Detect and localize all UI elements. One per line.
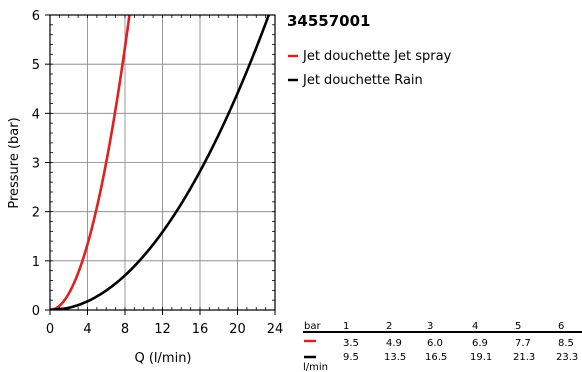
legend: Jet douchette Jet spray Jet douchette Ra… — [288, 49, 452, 88]
x-tick-label: 20 — [229, 322, 246, 337]
y-tick-label: 0 — [32, 304, 40, 319]
legend-item-jet-spray: Jet douchette Jet spray — [288, 49, 452, 64]
table-cell-jet-spray-4: 6.9 — [472, 338, 488, 349]
x-axis-label: Q (l/min) — [134, 351, 191, 366]
legend-item-rain: Jet douchette Rain — [288, 73, 423, 88]
y-tick-label: 2 — [32, 206, 40, 221]
table-cell-rain-4: 19.1 — [470, 352, 492, 363]
y-tick-label: 6 — [32, 9, 40, 24]
y-axis-label: Pressure (bar) — [7, 117, 22, 208]
table-cell-rain-1: 9.5 — [343, 352, 359, 363]
y-tick-label: 3 — [32, 157, 40, 172]
table-cell-rain-3: 16.5 — [425, 352, 447, 363]
table-cell-jet-spray-3: 6.0 — [427, 338, 443, 349]
y-tick-label: 4 — [32, 107, 40, 122]
table-pressure-2: 2 — [386, 321, 392, 332]
legend-label-jet-spray: Jet douchette Jet spray — [302, 49, 452, 64]
table-cell-rain-5: 21.3 — [513, 352, 535, 363]
y-tick-label: 1 — [32, 255, 40, 270]
plot-frame — [49, 14, 276, 311]
x-tick-label: 4 — [83, 322, 91, 337]
table-pressure-1: 1 — [343, 321, 349, 332]
table-cell-jet-spray-2: 4.9 — [386, 338, 402, 349]
series-layer — [50, 15, 271, 310]
series-line-rain — [50, 15, 271, 310]
table-pressure-3: 3 — [427, 321, 433, 332]
y-tick-label: 5 — [32, 58, 40, 73]
table-cell-rain-2: 13.5 — [384, 352, 406, 363]
table-cell-jet-spray-6: 8.5 — [558, 338, 574, 349]
table-cell-jet-spray-1: 3.5 — [343, 338, 359, 349]
table-cell-jet-spray-5: 7.7 — [515, 338, 531, 349]
x-tick-label: 24 — [267, 322, 284, 337]
legend-label-rain: Jet douchette Rain — [302, 73, 423, 88]
x-tick-label: 0 — [46, 322, 54, 337]
table-pressure-5: 5 — [515, 321, 521, 332]
series-line-jet-spray — [50, 15, 131, 310]
table-cell-rain-6: 23.3 — [556, 352, 578, 363]
table-pressure-4: 4 — [472, 321, 478, 332]
x-tick-label: 12 — [154, 322, 171, 337]
table-pressure-6: 6 — [558, 321, 564, 332]
table-flow-unit: l/min — [303, 362, 328, 372]
x-tick-label: 8 — [121, 322, 129, 337]
table-pressure-unit: bar — [304, 321, 321, 332]
flow-table: bar 1 2 3 4 5 6 3.5 4.9 6.0 6.9 7.7 8.5 … — [303, 321, 582, 372]
x-tick-label: 16 — [192, 322, 209, 337]
axes — [45, 14, 276, 315]
chart-title: 34557001 — [287, 12, 371, 30]
